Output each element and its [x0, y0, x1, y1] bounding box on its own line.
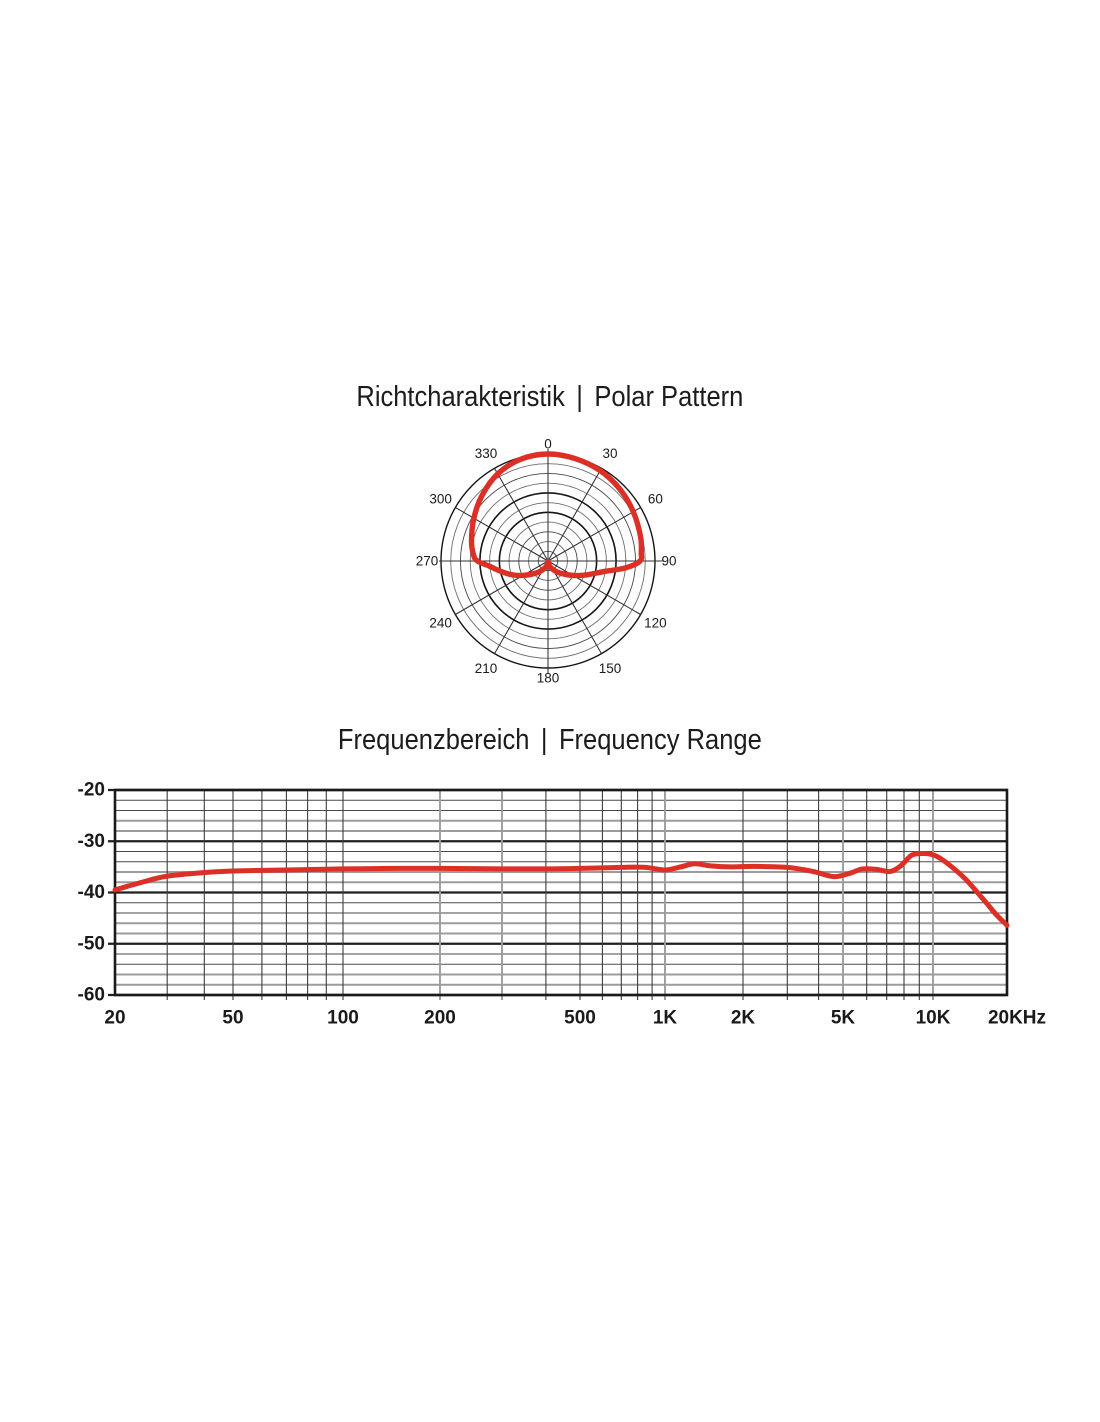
freq-x-axis-label: 20 — [104, 1008, 125, 1029]
polar-pattern-title-text: Richtcharakteristik | Polar Pattern — [357, 381, 744, 414]
freq-x-axis-label: 500 — [564, 1008, 596, 1029]
polar-pattern-chart: 0 30 60 90 120 150 180 210 240 270 300 330 — [416, 437, 677, 686]
freq-x-axis-label: 200 — [424, 1008, 456, 1029]
polar-angle-label: 60 — [648, 492, 663, 507]
freq-y-axis-label: -40 — [78, 882, 105, 903]
polar-grid-spoke — [547, 560, 641, 615]
polar-angle-label: 210 — [475, 661, 498, 676]
polar-angle-label: 240 — [429, 616, 452, 631]
polar-grid-spoke — [547, 468, 602, 562]
polar-angle-label: 330 — [475, 446, 498, 461]
freq-title-en: Frequency Range — [559, 723, 762, 756]
polar-grid-spoke — [455, 560, 549, 615]
freq-y-axis-label: -60 — [78, 985, 105, 1006]
freq-x-axis-label: 20KHz — [988, 1008, 1046, 1029]
polar-angle-label: 0 — [544, 437, 552, 452]
polar-angle-label: 90 — [661, 554, 676, 569]
polar-title-de: Richtcharakteristik — [356, 380, 566, 413]
polar-grid-spoke — [455, 507, 549, 562]
title-separator: | — [541, 723, 548, 756]
polar-angle-label: 180 — [537, 671, 560, 686]
frequency-range-title-text: Frequenzbereich | Frequency Range — [338, 724, 762, 757]
freq-x-axis-label: 100 — [327, 1008, 359, 1029]
frequency-range-title: Frequenzbereich | Frequency Range — [0, 723, 1100, 757]
freq-x-axis-label: 5K — [831, 1008, 856, 1029]
freq-y-axis-label: -20 — [78, 780, 105, 801]
polar-grid-spoke — [494, 560, 549, 654]
freq-x-axis-label: 2K — [731, 1008, 756, 1029]
freq-plot-frame — [113, 788, 1009, 997]
freq-x-axis-label: 50 — [222, 1008, 243, 1029]
polar-grid-spoke — [494, 468, 549, 562]
polar-response-curve — [468, 451, 645, 579]
polar-pattern-title: Richtcharakteristik | Polar Pattern — [0, 380, 1100, 414]
freq-x-axis-label: 10K — [916, 1008, 951, 1029]
polar-title-en: Polar Pattern — [594, 380, 744, 413]
freq-title-de: Frequenzbereich — [338, 723, 530, 756]
freq-y-axis-label: -50 — [78, 933, 105, 954]
frequency-response-curve — [112, 850, 1010, 928]
polar-angle-label: 120 — [644, 616, 667, 631]
polar-angle-label: 150 — [599, 661, 622, 676]
title-separator: | — [576, 380, 584, 413]
freq-y-axis-label: -30 — [78, 831, 105, 852]
polar-angle-label: 30 — [602, 446, 617, 461]
polar-angle-label: 270 — [416, 554, 439, 569]
polar-grid-spoke — [547, 507, 641, 562]
polar-angle-label: 300 — [429, 492, 452, 507]
polar-grid-spoke — [547, 560, 602, 654]
freq-x-axis-label: 1K — [653, 1008, 678, 1029]
